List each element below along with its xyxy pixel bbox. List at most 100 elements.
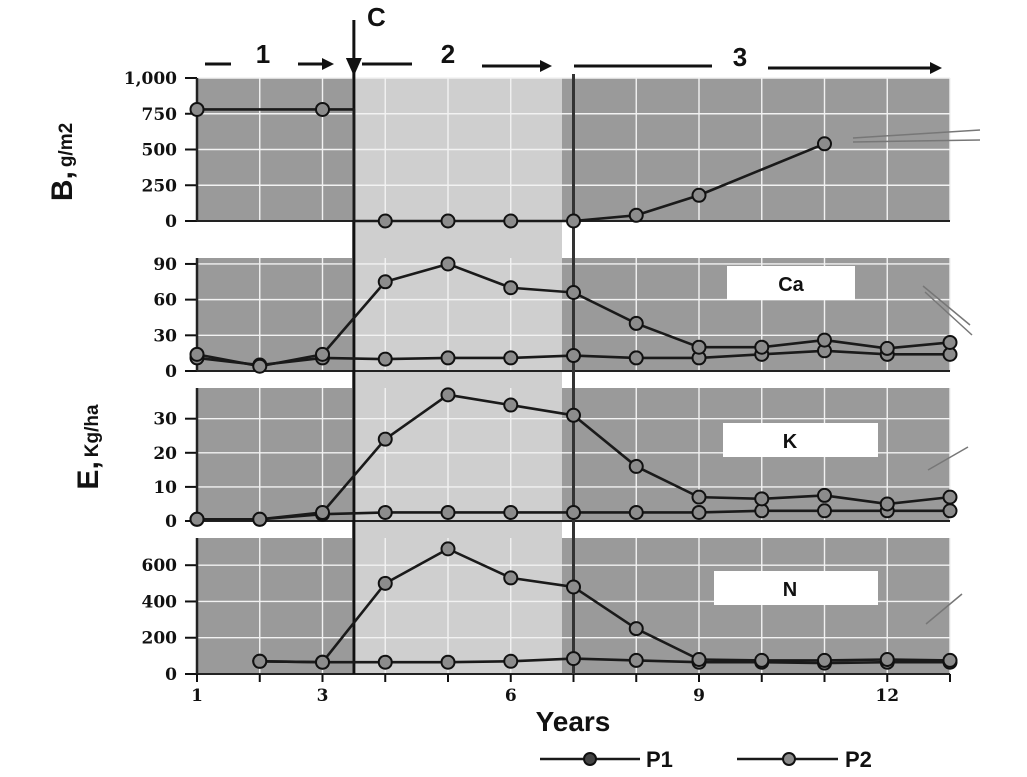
panel-tag-box-n bbox=[714, 571, 878, 605]
legend-marker-p1 bbox=[583, 752, 597, 766]
point-B-B-7 bbox=[566, 213, 581, 229]
y-label-e-sub: Kg/ha bbox=[82, 404, 103, 457]
point-Ca-P1-5 bbox=[440, 350, 456, 366]
point-K-P2-4 bbox=[377, 431, 393, 447]
point-N-P1-6 bbox=[503, 653, 519, 669]
point-B-B-11 bbox=[817, 136, 832, 152]
x-tick-3: 3 bbox=[317, 686, 329, 706]
y-tick-B-3: 750 bbox=[142, 105, 178, 125]
panel-tag-k: K bbox=[783, 431, 798, 453]
y-tick-B-1: 250 bbox=[142, 176, 178, 196]
phase-3-arrow-head bbox=[930, 62, 942, 74]
y-tick-Ca-0: 0 bbox=[165, 362, 177, 382]
point-B-B-9 bbox=[691, 187, 707, 203]
point-N-P2-5 bbox=[440, 541, 456, 557]
point-N-P1-8 bbox=[628, 652, 644, 668]
phase-label-2: 2 bbox=[441, 39, 455, 69]
point-K-P2-1 bbox=[189, 511, 205, 527]
legend-label-p2: P2 bbox=[845, 747, 872, 772]
phase-arrows bbox=[205, 58, 942, 74]
y-tick-B-2: 500 bbox=[142, 141, 178, 161]
series-line-N-P1 bbox=[259, 657, 950, 665]
phase-1-arrow-head bbox=[322, 58, 334, 70]
point-Ca-P2-2 bbox=[252, 358, 268, 374]
y-tick-K-3: 30 bbox=[153, 410, 177, 430]
panel-tag-n: N bbox=[783, 579, 797, 601]
y-tick-N-0: 0 bbox=[165, 665, 177, 685]
y-tick-N-1: 200 bbox=[142, 629, 178, 649]
point-K-P2-12 bbox=[879, 496, 895, 512]
point-K-P1-5 bbox=[440, 504, 456, 520]
x-tick-1: 1 bbox=[191, 686, 203, 706]
point-Ca-P2-1 bbox=[189, 346, 205, 362]
phase-label-3: 3 bbox=[733, 42, 747, 72]
point-N-P1-7 bbox=[566, 651, 581, 667]
point-N-P2-12 bbox=[879, 651, 895, 667]
point-Ca-P1-4 bbox=[377, 351, 393, 367]
point-K-P1-8 bbox=[628, 504, 644, 520]
point-Ca-P2-6 bbox=[503, 280, 519, 296]
y-tick-N-2: 400 bbox=[142, 592, 178, 612]
phase-2-band bbox=[352, 78, 562, 674]
point-Ca-P2-3 bbox=[315, 346, 330, 362]
point-N-P2-4 bbox=[377, 575, 393, 591]
point-B-B-3 bbox=[315, 101, 330, 117]
svg-text:B,g/m2: B, g/m2 bbox=[46, 123, 79, 201]
point-Ca-P1-8 bbox=[628, 350, 644, 366]
point-K-P2-5 bbox=[440, 387, 456, 403]
y-tick-Ca-2: 60 bbox=[153, 291, 177, 311]
point-N-P1-4 bbox=[377, 654, 393, 670]
x-tick-labels: 1 3 6 9 12 bbox=[191, 674, 951, 706]
point-K-P2-2 bbox=[252, 511, 268, 527]
point-K-P2-6 bbox=[503, 397, 519, 413]
point-N-P2-11 bbox=[817, 652, 832, 668]
event-label-c: C bbox=[367, 2, 386, 32]
point-Ca-P2-13 bbox=[942, 334, 958, 350]
y-label-b-main: B, bbox=[46, 171, 79, 201]
y-tick-Ca-3: 90 bbox=[153, 255, 177, 275]
point-Ca-P2-4 bbox=[377, 274, 393, 290]
point-N-P2-7 bbox=[566, 579, 581, 595]
point-N-P2-13 bbox=[942, 652, 958, 668]
point-K-P1-11 bbox=[817, 503, 832, 519]
point-N-P2-8 bbox=[628, 621, 644, 637]
point-N-P1-5 bbox=[440, 654, 456, 670]
point-Ca-P1-7 bbox=[566, 348, 581, 364]
y-label-e: E, Kg/ha bbox=[72, 404, 105, 490]
y-tick-K-0: 0 bbox=[165, 512, 177, 532]
point-B-B-1 bbox=[189, 101, 205, 117]
y-tick-Ca-1: 30 bbox=[153, 326, 177, 346]
y-tick-N-3: 600 bbox=[142, 556, 178, 576]
point-Ca-P2-7 bbox=[566, 284, 581, 300]
legend: P1 P2 bbox=[540, 747, 872, 772]
x-tick-9: 9 bbox=[693, 686, 705, 706]
panel-tag-box-ca bbox=[727, 266, 855, 300]
point-B-B-5 bbox=[440, 213, 456, 229]
y-tick-K-2: 20 bbox=[153, 444, 177, 464]
point-N-P2-9 bbox=[691, 651, 707, 667]
y-tick-labels: 0 250 500 750 1,000 0 30 60 90 0 10 20 30 0 200 400 600 bbox=[124, 69, 177, 685]
callout-strokes bbox=[852, 129, 981, 625]
series-line-N-P2 bbox=[259, 547, 951, 664]
y-tick-K-1: 10 bbox=[153, 478, 177, 498]
point-N-P2-3 bbox=[315, 654, 330, 670]
point-B-B-8 bbox=[628, 207, 644, 223]
point-K-P2-3 bbox=[315, 504, 330, 520]
y-tick-B-4: 1,000 bbox=[124, 69, 177, 89]
point-N-P2-2 bbox=[252, 653, 268, 669]
point-N-P2-6 bbox=[503, 570, 519, 586]
point-Ca-P2-12 bbox=[879, 340, 895, 356]
point-K-P1-7 bbox=[566, 504, 581, 520]
panel-tag-box-k bbox=[723, 423, 878, 457]
point-B-B-4 bbox=[377, 213, 393, 229]
point-Ca-P2-11 bbox=[817, 332, 832, 348]
y-label-b-sub: g/m2 bbox=[56, 123, 77, 167]
panel-tag-ca: Ca bbox=[778, 274, 804, 296]
point-N-P2-10 bbox=[754, 652, 770, 668]
event-arrow-head bbox=[345, 58, 362, 76]
point-K-P2-11 bbox=[817, 487, 832, 503]
point-Ca-P2-8 bbox=[628, 315, 644, 331]
point-K-P1-9 bbox=[691, 504, 707, 520]
point-K-P2-10 bbox=[754, 491, 770, 507]
